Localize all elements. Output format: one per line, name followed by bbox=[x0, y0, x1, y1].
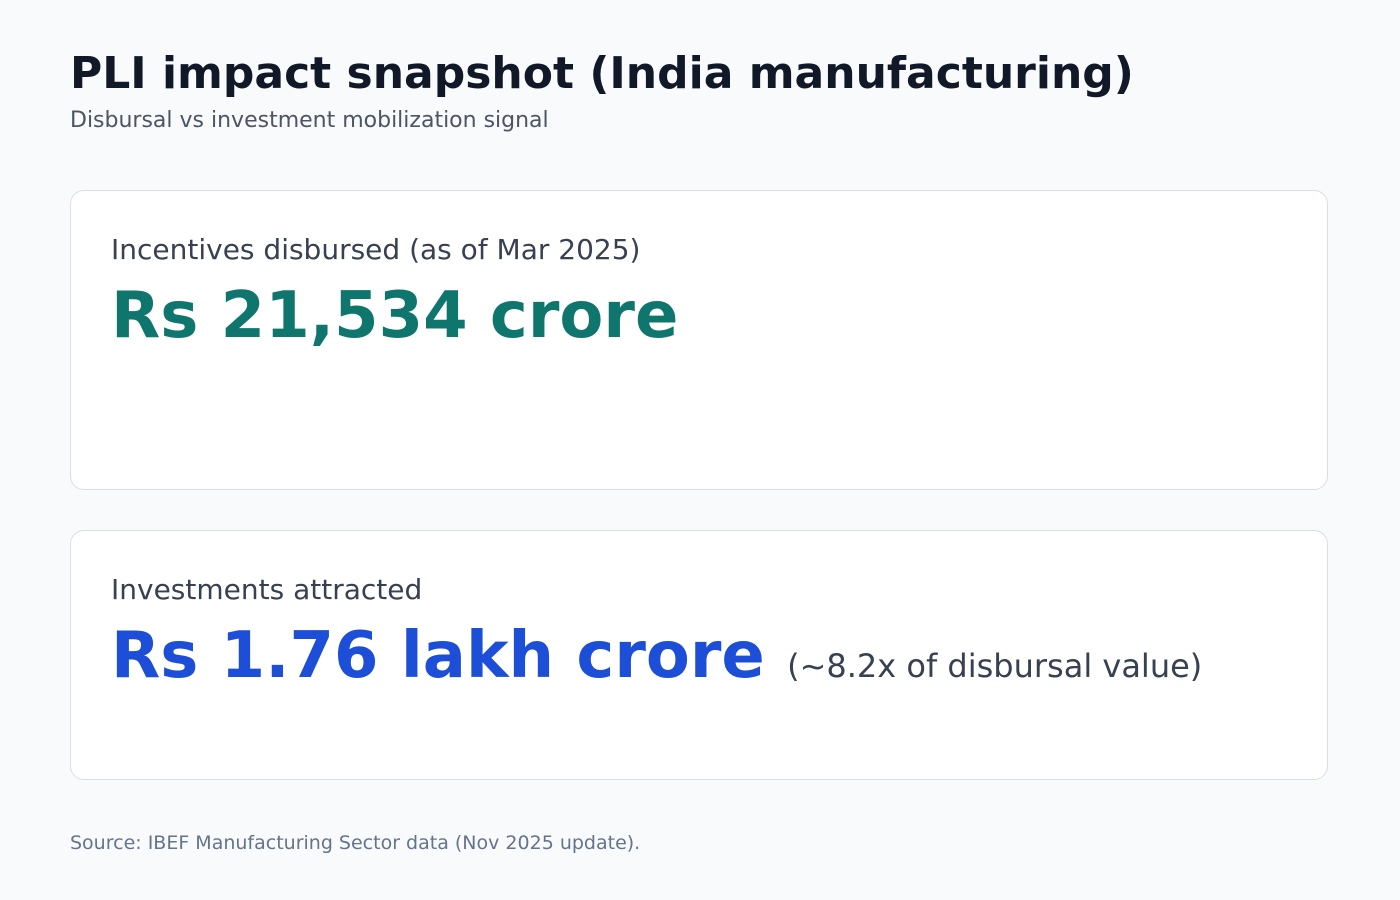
investment-label: Investments attracted bbox=[111, 573, 423, 606]
page-subtitle: Disbursal vs investment mobilization sig… bbox=[70, 108, 549, 133]
investment-note: (~8.2x of disbursal value) bbox=[787, 647, 1203, 685]
page-title: PLI impact snapshot (India manufacturing… bbox=[70, 48, 1134, 99]
source-note: Source: IBEF Manufacturing Sector data (… bbox=[70, 832, 641, 854]
disbursal-value: Rs 21,534 crore bbox=[111, 279, 679, 353]
investment-card: Investments attracted Rs 1.76 lakh crore… bbox=[70, 530, 1328, 780]
disbursal-label: Incentives disbursed (as of Mar 2025) bbox=[111, 233, 641, 266]
investment-value: Rs 1.76 lakh crore bbox=[111, 619, 765, 693]
disbursal-card: Incentives disbursed (as of Mar 2025) Rs… bbox=[70, 190, 1328, 490]
investment-value-row: Rs 1.76 lakh crore (~8.2x of disbursal v… bbox=[111, 619, 1202, 693]
